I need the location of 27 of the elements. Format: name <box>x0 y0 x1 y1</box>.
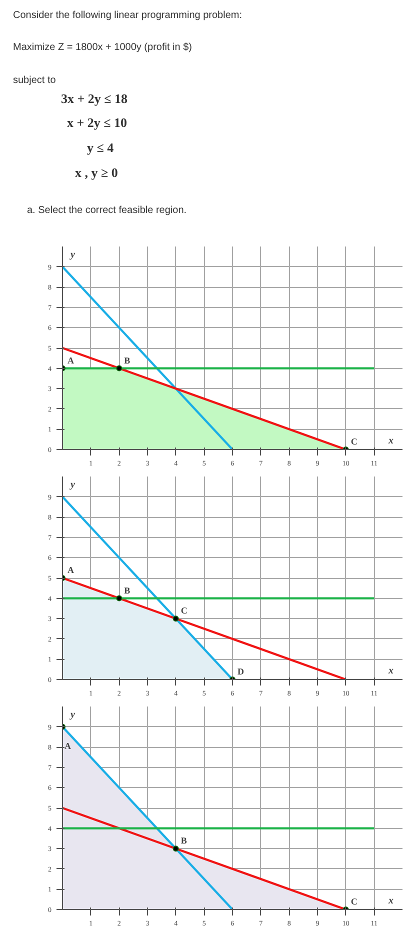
y-axis-title: y <box>70 480 76 490</box>
annotation: B <box>180 836 187 846</box>
x-axis-title: x <box>388 666 394 676</box>
annotation: D <box>238 666 244 676</box>
annotation: C <box>350 896 358 906</box>
text: Maximize Z = 1800x + 1000y (profit in $) <box>13 41 193 56</box>
annotation: A <box>68 565 74 575</box>
text: x , y ≥ 0 <box>75 164 119 182</box>
text: subject to <box>13 74 57 88</box>
point <box>172 846 179 852</box>
x-axis-title: x <box>388 896 394 906</box>
text: a. Select the correct feasible region. <box>27 204 188 218</box>
text: Consider the following linear programming problem: <box>13 9 242 23</box>
text: y ≤ 4 <box>87 138 115 157</box>
text: 3x + 2y ≤ 18 <box>61 90 129 108</box>
x-axis-title: x <box>388 436 394 446</box>
point <box>116 595 122 602</box>
annotation: B <box>124 585 130 596</box>
annotation: A <box>68 355 74 366</box>
annotation: C <box>350 436 358 446</box>
y-axis-title: y <box>70 710 76 720</box>
annotation: A <box>64 740 72 751</box>
point <box>172 616 179 622</box>
text: x + 2y ≤ 10 <box>67 114 128 132</box>
annotation: B <box>124 355 130 366</box>
y-axis-title: y <box>70 250 76 260</box>
annotation: C <box>180 606 188 616</box>
